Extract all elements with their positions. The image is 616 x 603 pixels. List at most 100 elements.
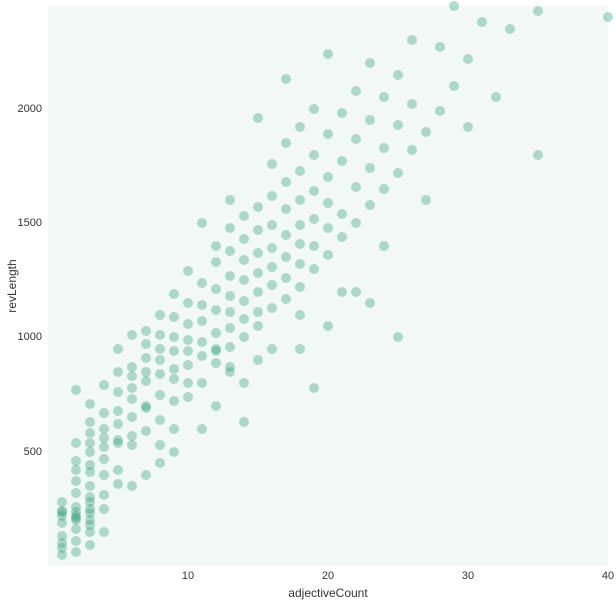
scatter-point [113, 438, 123, 448]
scatter-point [197, 378, 207, 388]
scatter-point [141, 376, 151, 386]
scatter-point [253, 202, 263, 212]
scatter-point [71, 507, 81, 517]
scatter-point [337, 108, 347, 118]
scatter-point [183, 346, 193, 356]
scatter-point [183, 378, 193, 388]
scatter-point [281, 74, 291, 84]
scatter-point [295, 282, 305, 292]
scatter-point [197, 337, 207, 347]
scatter-point [393, 332, 403, 342]
scatter-point [169, 364, 179, 374]
scatter-point [491, 92, 501, 102]
scatter-point [281, 230, 291, 240]
scatter-point [99, 470, 109, 480]
scatter-point [155, 458, 165, 468]
scatter-point [197, 278, 207, 288]
scatter-point [225, 307, 235, 317]
scatter-point [99, 433, 109, 443]
scatter-point [267, 220, 277, 230]
scatter-point [323, 250, 333, 260]
scatter-point [197, 351, 207, 361]
scatter-point [211, 401, 221, 411]
scatter-point [169, 332, 179, 342]
scatter-point [309, 264, 319, 274]
scatter-point [155, 330, 165, 340]
scatter-point [85, 481, 95, 491]
scatter-point [155, 310, 165, 320]
scatter-point [393, 120, 403, 130]
scatter-point [281, 294, 291, 304]
scatter-point [197, 424, 207, 434]
scatter-point [183, 298, 193, 308]
scatter-point [267, 344, 277, 354]
scatter-point [463, 122, 473, 132]
scatter-point [127, 362, 137, 372]
scatter-point [239, 211, 249, 221]
scatter-point [169, 346, 179, 356]
scatter-point [155, 344, 165, 354]
scatter-point [141, 470, 151, 480]
scatter-point [225, 342, 235, 352]
scatter-point [379, 143, 389, 153]
scatter-point [211, 284, 221, 294]
scatter-point [309, 186, 319, 196]
scatter-point [309, 104, 319, 114]
scatter-point [113, 387, 123, 397]
scatter-point [337, 156, 347, 166]
scatter-point [253, 307, 263, 317]
scatter-point [435, 106, 445, 116]
x-tick-label: 40 [602, 570, 614, 582]
scatter-point [113, 344, 123, 354]
scatter-point [71, 524, 81, 534]
scatter-point [295, 259, 305, 269]
scatter-point [85, 428, 95, 438]
scatter-point [337, 287, 347, 297]
scatter-point [407, 99, 417, 109]
scatter-point [225, 323, 235, 333]
scatter-point [141, 426, 151, 436]
scatter-point [365, 298, 375, 308]
scatter-point [407, 145, 417, 155]
scatter-point [71, 476, 81, 486]
scatter-point [99, 490, 109, 500]
scatter-point [267, 159, 277, 169]
x-tick-label: 30 [462, 570, 474, 582]
scatter-point [99, 527, 109, 537]
scatter-point [239, 296, 249, 306]
scatter-point [85, 438, 95, 448]
scatter-point [337, 209, 347, 219]
scatter-point [407, 35, 417, 45]
x-tick-label: 10 [182, 570, 194, 582]
scatter-point [211, 305, 221, 315]
scatter-point [449, 81, 459, 91]
scatter-point [57, 531, 67, 541]
scatter-point [57, 497, 67, 507]
scatter-point [71, 385, 81, 395]
scatter-point [197, 218, 207, 228]
scatter-point [421, 127, 431, 137]
scatter-point [463, 54, 473, 64]
scatter-point [183, 392, 193, 402]
scatter-point [281, 273, 291, 283]
scatter-point [141, 403, 151, 413]
scatter-point [225, 291, 235, 301]
scatter-point [365, 200, 375, 210]
scatter-point [113, 406, 123, 416]
scatter-point [351, 182, 361, 192]
scatter-point [323, 321, 333, 331]
scatter-point [85, 417, 95, 427]
scatter-point [267, 191, 277, 201]
scatter-point [99, 424, 109, 434]
scatter-point [127, 412, 137, 422]
scatter-point [505, 24, 515, 34]
scatter-point [449, 1, 459, 11]
scatter-point [267, 262, 277, 272]
scatter-point [421, 195, 431, 205]
scatter-point [253, 225, 263, 235]
scatter-point [351, 134, 361, 144]
scatter-point [309, 241, 319, 251]
scatter-point [225, 223, 235, 233]
scatter-point [155, 355, 165, 365]
y-tick-label: 2000 [18, 103, 42, 115]
